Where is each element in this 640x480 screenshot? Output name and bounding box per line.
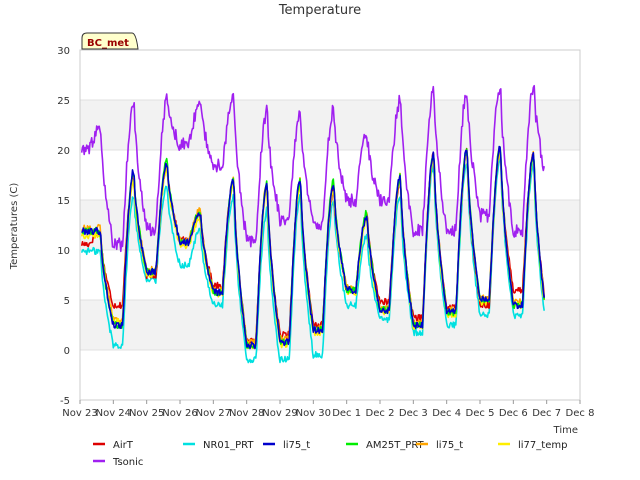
x-tick-label: Dec 7 xyxy=(532,408,561,419)
x-tick-label: Dec 8 xyxy=(566,408,595,419)
legend: AirT NR01_PRT li75_t AM25T_PRT li75_t li77_te… xyxy=(93,440,567,468)
y-tick-label: 20 xyxy=(57,146,70,157)
plot-area xyxy=(79,49,581,401)
x-tick-label: Nov 24 xyxy=(96,408,131,419)
x-axis-title: Time xyxy=(553,425,578,436)
legend-label: AirT xyxy=(113,440,134,451)
x-tick-label: Nov 25 xyxy=(129,408,164,419)
legend-label: NR01_PRT xyxy=(203,440,254,451)
y-tick-label: 0 xyxy=(64,346,70,357)
series-line-tsonic xyxy=(80,84,545,253)
x-tick-label: Dec 4 xyxy=(432,408,461,419)
y-tick-label: 30 xyxy=(57,46,70,57)
x-tick-label: Nov 23 xyxy=(62,408,97,419)
y-tick-label: 25 xyxy=(57,96,70,107)
x-tick-label: Nov 26 xyxy=(162,408,197,419)
x-tick-label: Nov 27 xyxy=(196,408,231,419)
site-label-badge: BC_met xyxy=(81,32,139,50)
legend-label: li77_temp xyxy=(518,440,567,451)
y-tick-label: 15 xyxy=(57,196,70,207)
grid-band xyxy=(80,300,580,350)
x-tick-label: Dec 3 xyxy=(399,408,428,419)
site-label: BC_met xyxy=(87,38,129,49)
x-tick-label: Dec 2 xyxy=(366,408,395,419)
legend-label: li75_t xyxy=(283,440,310,451)
x-tick-label: Nov 30 xyxy=(296,408,331,419)
series-lines xyxy=(80,84,545,364)
chart-title: Temperature xyxy=(278,3,361,18)
y-tick-label: 10 xyxy=(57,246,70,257)
y-tick-label: 5 xyxy=(64,296,70,307)
x-tick-label: Dec 1 xyxy=(332,408,361,419)
x-tick-label: Dec 5 xyxy=(466,408,495,419)
grid-bands xyxy=(80,99,580,401)
y-axis-ticks: -5 0 5 10 15 20 25 30 xyxy=(57,46,70,407)
y-tick-label: -5 xyxy=(60,396,70,407)
legend-label: li75_t xyxy=(436,440,463,451)
y-axis-title: Temperatures (C) xyxy=(9,183,20,271)
x-tick-label: Nov 28 xyxy=(229,408,264,419)
x-tick-label: Nov 29 xyxy=(262,408,297,419)
legend-label: AM25T_PRT xyxy=(366,440,425,451)
x-tick-label: Dec 6 xyxy=(499,408,528,419)
series-line-li75_t xyxy=(81,145,545,350)
legend-label: Tsonic xyxy=(112,457,143,468)
